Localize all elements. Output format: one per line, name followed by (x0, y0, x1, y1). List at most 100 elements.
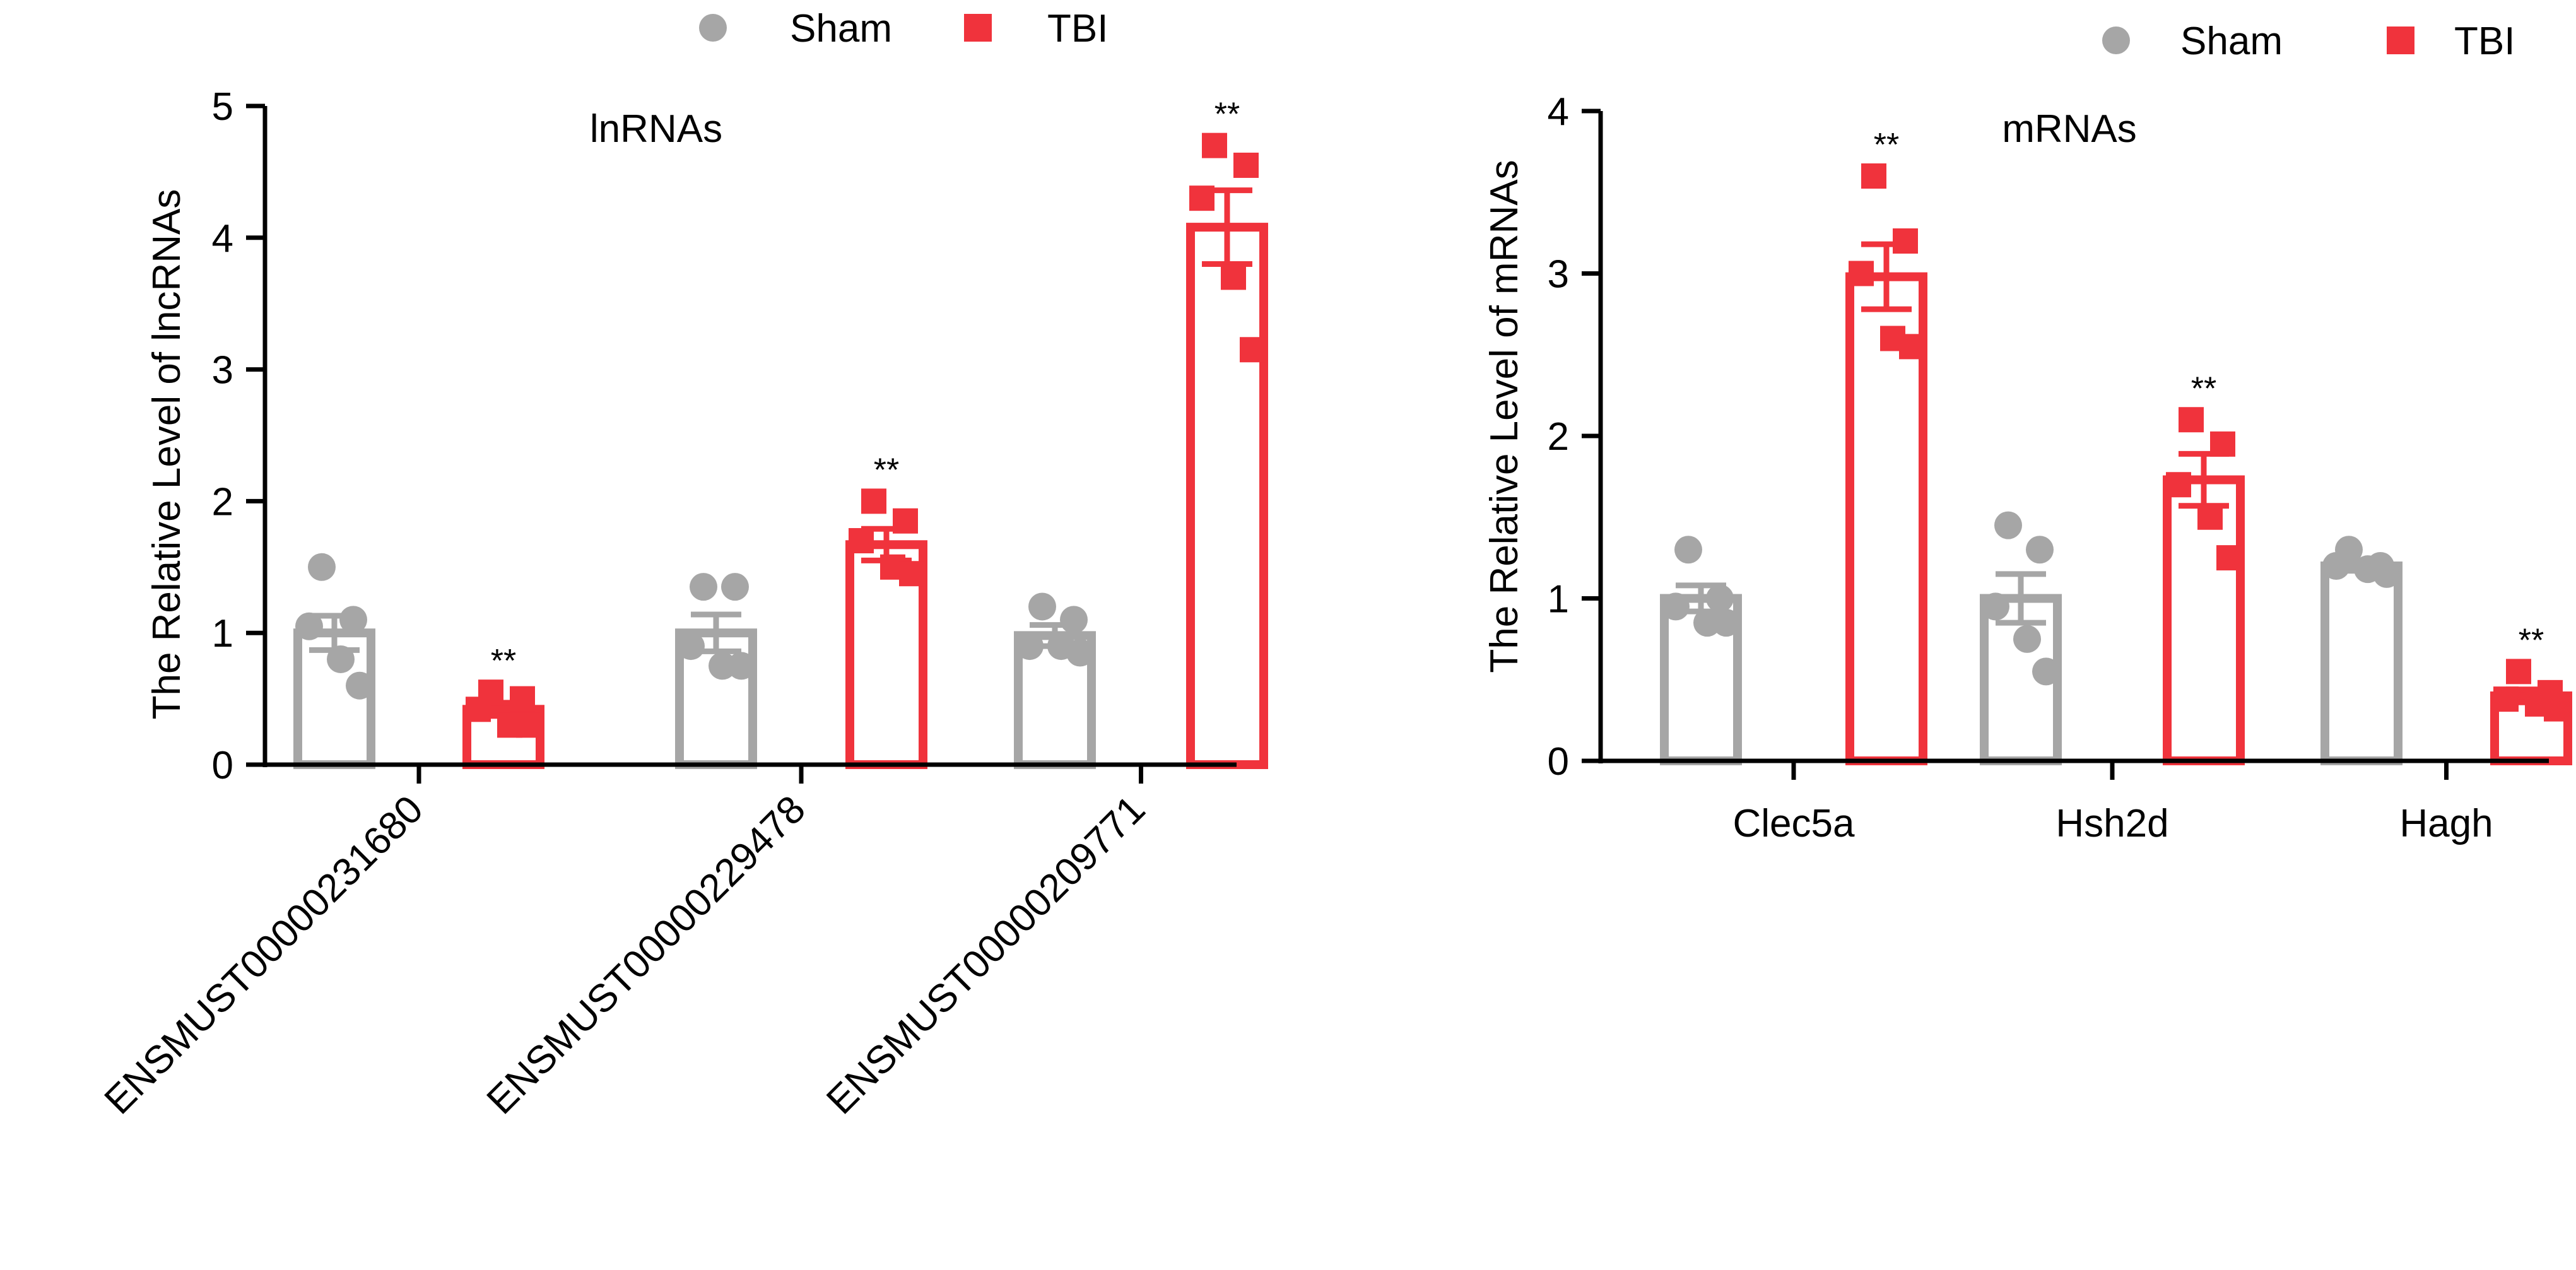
data-point (861, 488, 886, 514)
axes: 0 1 2 3 4 Clec5a Hsh2d Hagh (1548, 90, 2549, 845)
data-point (1028, 592, 1056, 621)
significance-label: ** (491, 643, 516, 679)
data-point (2322, 552, 2350, 580)
y-tick-label: 4 (212, 217, 233, 261)
significance-label: ** (2191, 370, 2216, 407)
data-point (1899, 334, 1924, 360)
data-point (2032, 657, 2060, 686)
x-tick-label: Clec5a (1733, 802, 1856, 845)
bar-group: ** (462, 643, 544, 769)
y-axis-title: The Relative Level of mRNAs (1483, 160, 1526, 673)
data-point (1706, 584, 1734, 613)
y-tick-label: 5 (212, 85, 233, 129)
y-tick-label: 4 (1548, 90, 1569, 134)
significance-label: ** (874, 452, 899, 488)
legend-sham-label: Sham (2180, 20, 2283, 63)
data-point (510, 686, 535, 712)
data-point (721, 573, 749, 601)
bar-group: ** (2490, 622, 2572, 765)
bar-group (1980, 511, 2062, 765)
data-point (1016, 632, 1044, 661)
data-point (516, 712, 541, 738)
data-point (1662, 592, 1690, 621)
data-point (1189, 185, 1214, 211)
data-point (1240, 337, 1265, 363)
data-point (339, 606, 367, 634)
data-point (295, 612, 323, 640)
bar-group (293, 553, 375, 770)
data-point (1849, 261, 1874, 286)
data-point (1221, 264, 1246, 290)
legend-sham-marker (699, 14, 727, 42)
data-point (2544, 696, 2569, 722)
legend-sham-label: Sham (790, 7, 892, 50)
chart-lncrnas: The Relative Level of lncRNAs lnRNAs ***… (97, 85, 1268, 1122)
legend-sham-marker (2102, 26, 2130, 54)
data-point (1994, 511, 2022, 539)
x-tick-label: ENSMUST00000209771 (818, 787, 1153, 1122)
bar-group (1660, 536, 1742, 765)
data-point (2216, 545, 2242, 571)
legend-tbi-label: TBI (1047, 7, 1108, 50)
x-tick-label: Hsh2d (2056, 802, 2168, 845)
bar-group: ** (2163, 370, 2245, 766)
data-point (1066, 638, 1094, 667)
x-tick-label: ENSMUST00000229478 (479, 787, 814, 1122)
data-point (1060, 606, 1088, 634)
x-tick-label: ENSMUST00000231680 (97, 787, 432, 1122)
y-tick-label: 1 (1548, 578, 1569, 621)
data-point (2493, 686, 2519, 712)
data-point (1202, 132, 1227, 158)
chart-title: lnRNAs (590, 107, 722, 151)
significance-label: ** (1214, 97, 1240, 133)
data-point (2026, 536, 2054, 564)
data-point (2197, 504, 2223, 530)
data-point (899, 561, 924, 587)
bar-group (2320, 536, 2403, 765)
bar-group: ** (845, 452, 927, 770)
data-point (849, 528, 874, 554)
data-point (727, 652, 755, 680)
data-point (677, 632, 705, 661)
data-point (2210, 431, 2235, 457)
data-point (1233, 152, 1259, 178)
data-point (893, 508, 918, 534)
data-point (690, 573, 717, 601)
data-point (1861, 163, 1886, 189)
data-point (2166, 472, 2191, 498)
x-tick-label: Hagh (2399, 802, 2493, 845)
data-point (2013, 625, 2041, 653)
legend-right: Sham TBI (2102, 20, 2515, 63)
bar-group: ** (1845, 127, 1927, 765)
bars: ** ** ** (1660, 127, 2572, 766)
y-tick-label: 1 (212, 612, 233, 656)
chart-title: mRNAs (2002, 107, 2137, 151)
bar (1186, 223, 1268, 769)
y-tick-label: 0 (212, 744, 233, 787)
data-point (308, 553, 336, 581)
significance-label: ** (1874, 127, 1899, 163)
axes: 0 1 2 3 4 5 ENSMUST00000231680 ENSMUST000002294… (97, 85, 1237, 1122)
y-tick-label: 0 (1548, 740, 1569, 784)
bar-group: ** (1186, 97, 1268, 769)
y-tick-label: 3 (212, 349, 233, 392)
bar-group (1014, 592, 1096, 769)
significance-label: ** (2519, 622, 2544, 659)
data-point (346, 671, 373, 700)
data-point (1712, 609, 1740, 637)
y-tick-label: 3 (1548, 253, 1569, 297)
data-point (2506, 659, 2531, 685)
data-point (1982, 592, 2009, 621)
data-point (2373, 560, 2401, 588)
chart-mrnas: The Relative Level of mRNAs mRNAs ******… (1483, 90, 2572, 845)
legend-tbi-marker (2387, 26, 2414, 54)
y-axis-title: The Relative Level of lncRNAs (145, 189, 189, 720)
data-point (1674, 536, 1702, 564)
y-tick-label: 2 (212, 480, 233, 524)
bar-group (675, 573, 757, 770)
data-point (1893, 228, 1918, 254)
bars: ** ** ** (293, 97, 1268, 770)
legend-left: Sham TBI (699, 7, 1108, 50)
y-tick-label: 2 (1548, 415, 1569, 459)
